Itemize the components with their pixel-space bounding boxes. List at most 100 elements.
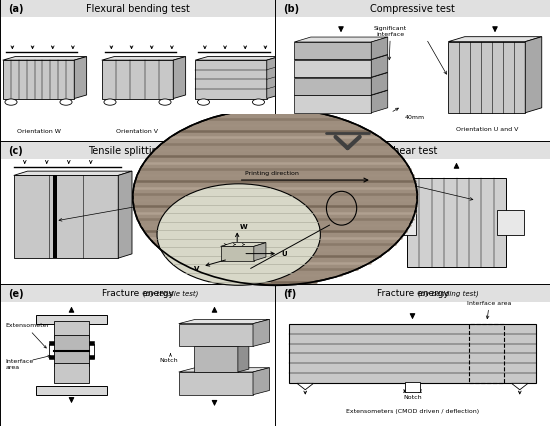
Circle shape xyxy=(197,100,210,106)
Polygon shape xyxy=(294,73,388,78)
Polygon shape xyxy=(14,176,118,259)
Bar xyxy=(0,284,275,302)
Text: Shear test: Shear test xyxy=(387,146,438,156)
Text: Flexural bending test: Flexural bending test xyxy=(86,4,189,14)
Polygon shape xyxy=(512,383,528,390)
Bar xyxy=(275,142,550,160)
Polygon shape xyxy=(294,60,371,78)
Text: Notch: Notch xyxy=(403,394,422,399)
Circle shape xyxy=(133,109,417,285)
Polygon shape xyxy=(371,91,388,113)
Text: Extensometer: Extensometer xyxy=(6,323,50,328)
Bar xyxy=(470,324,504,383)
Circle shape xyxy=(5,100,17,106)
Polygon shape xyxy=(102,61,173,99)
Circle shape xyxy=(104,100,116,106)
Text: (by bending test): (by bending test) xyxy=(418,290,478,296)
Polygon shape xyxy=(179,324,253,347)
Polygon shape xyxy=(294,91,388,96)
Bar xyxy=(407,179,506,267)
Text: (c): (c) xyxy=(8,146,23,156)
Bar xyxy=(36,386,107,395)
Polygon shape xyxy=(371,38,388,60)
Text: (d): (d) xyxy=(283,146,299,156)
Bar xyxy=(54,363,89,383)
Polygon shape xyxy=(179,372,253,395)
Text: Orientation U: Orientation U xyxy=(210,128,252,133)
Polygon shape xyxy=(238,344,249,372)
Polygon shape xyxy=(525,37,542,113)
Polygon shape xyxy=(297,383,313,390)
Text: Fracture energy: Fracture energy xyxy=(377,288,448,298)
Text: (by tensile test): (by tensile test) xyxy=(143,290,199,296)
Polygon shape xyxy=(371,73,388,96)
Polygon shape xyxy=(294,78,371,96)
Circle shape xyxy=(252,100,265,106)
Bar xyxy=(36,315,107,324)
Bar xyxy=(0,0,275,18)
Bar xyxy=(54,335,89,366)
Polygon shape xyxy=(294,38,388,43)
Circle shape xyxy=(159,100,171,106)
Polygon shape xyxy=(194,344,249,347)
Text: Interface
area: Interface area xyxy=(6,358,34,369)
Circle shape xyxy=(157,184,320,285)
Text: Concrete specimen: Concrete specimen xyxy=(297,164,473,201)
Polygon shape xyxy=(173,58,186,99)
Text: W: W xyxy=(240,223,248,229)
Bar xyxy=(49,341,54,345)
Text: U: U xyxy=(281,251,287,257)
Text: Significant
interface: Significant interface xyxy=(374,26,407,60)
Text: (e): (e) xyxy=(8,288,24,298)
Polygon shape xyxy=(371,56,388,78)
Bar xyxy=(275,284,550,302)
Polygon shape xyxy=(179,368,270,372)
Text: Orientation W: Orientation W xyxy=(16,128,60,133)
Polygon shape xyxy=(194,347,238,372)
Text: Printing direction: Printing direction xyxy=(245,171,299,176)
Bar xyxy=(275,0,550,18)
Text: 40mm: 40mm xyxy=(404,115,425,120)
Text: Significant
interface: Significant interface xyxy=(59,196,184,222)
Polygon shape xyxy=(14,172,132,176)
Polygon shape xyxy=(254,243,266,261)
Text: Extensometers (CMOD driven / deflection): Extensometers (CMOD driven / deflection) xyxy=(346,408,479,413)
Polygon shape xyxy=(448,43,525,113)
Bar xyxy=(389,210,416,235)
Text: Orientation V: Orientation V xyxy=(117,128,158,133)
Polygon shape xyxy=(253,320,270,347)
Text: Compressive test: Compressive test xyxy=(370,4,455,14)
Bar xyxy=(289,324,536,383)
Bar xyxy=(89,341,95,345)
Polygon shape xyxy=(294,43,371,60)
Polygon shape xyxy=(3,58,87,61)
Text: Significant
interface: Significant interface xyxy=(292,206,412,224)
Polygon shape xyxy=(267,58,279,99)
Polygon shape xyxy=(294,56,388,60)
Text: Orientation U and V: Orientation U and V xyxy=(455,127,518,132)
Text: (a): (a) xyxy=(8,4,24,14)
Text: Fracture energy: Fracture energy xyxy=(102,288,173,298)
Polygon shape xyxy=(195,58,279,61)
Polygon shape xyxy=(448,37,542,43)
Text: Interface area: Interface area xyxy=(468,300,512,319)
Text: (b): (b) xyxy=(283,4,299,14)
Bar xyxy=(497,210,524,235)
Circle shape xyxy=(60,100,72,106)
Polygon shape xyxy=(253,368,270,395)
Polygon shape xyxy=(294,96,371,113)
Bar xyxy=(0,142,275,160)
Text: (f): (f) xyxy=(283,288,296,298)
Text: Orientation W: Orientation W xyxy=(311,127,355,132)
Bar xyxy=(49,355,54,359)
Polygon shape xyxy=(74,58,87,99)
Bar xyxy=(89,355,95,359)
Polygon shape xyxy=(221,243,266,247)
Polygon shape xyxy=(118,172,132,259)
Polygon shape xyxy=(3,61,74,99)
Polygon shape xyxy=(179,320,270,324)
Text: Tensile splitting test: Tensile splitting test xyxy=(89,146,186,156)
Bar xyxy=(54,321,89,338)
Polygon shape xyxy=(195,61,267,99)
Text: Notch: Notch xyxy=(160,357,178,362)
